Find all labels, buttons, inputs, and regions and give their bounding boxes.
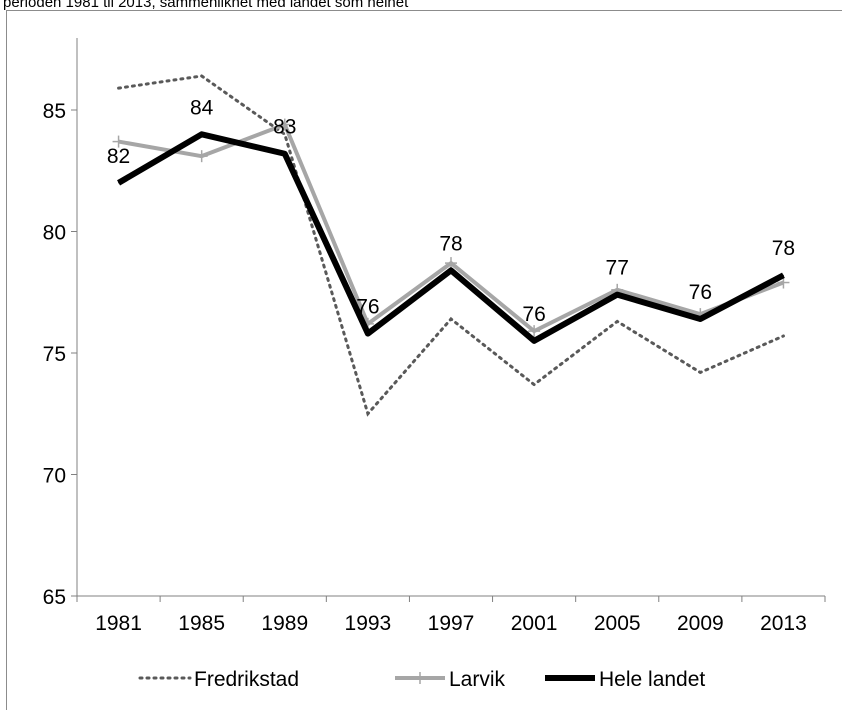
x-tick-label: 2005	[594, 612, 641, 635]
data-label: 78	[439, 232, 462, 255]
data-point-fredrikstad	[450, 318, 452, 320]
y-tick-label: 65	[43, 586, 66, 609]
x-tick-label: 1985	[178, 612, 225, 635]
x-tick-label: 2013	[760, 612, 807, 635]
chart-title: perioden 1981 til 2013, sammenliknet med…	[3, 0, 409, 11]
data-labels: 82 84 83 76 78 76 77 76 78	[107, 96, 795, 326]
data-point-larvik	[445, 257, 457, 270]
data-point-fredrikstad	[533, 384, 535, 386]
data-point-fredrikstad	[118, 87, 120, 89]
data-point-hele-landet	[782, 274, 784, 276]
data-label: 78	[772, 237, 795, 260]
data-label: 84	[190, 96, 214, 119]
data-point-hele-landet	[699, 318, 701, 320]
data-point-larvik	[528, 325, 541, 338]
x-tick-label: 2001	[511, 612, 558, 635]
chart-frame	[6, 10, 842, 710]
data-point-larvik	[278, 118, 291, 131]
y-tick-label: 80	[43, 222, 66, 245]
data-point-larvik	[112, 135, 125, 148]
data-point-fredrikstad	[367, 413, 369, 415]
y-tick-label: 85	[43, 100, 66, 123]
x-tick-label: 2009	[677, 612, 724, 635]
data-label: 76	[689, 281, 712, 304]
data-point-hele-landet	[367, 333, 369, 335]
x-tick-label: 1997	[428, 612, 475, 635]
y-tick-label: 75	[43, 343, 66, 366]
axes: 65 70 75 80 85 1981 1985 1989 1993 1997 2001 2005 20…	[43, 38, 826, 635]
data-point-fredrikstad	[616, 320, 618, 322]
x-tick-label: 1993	[345, 612, 392, 635]
data-point-larvik	[195, 150, 208, 163]
data-point-hele-landet	[284, 153, 286, 155]
data-label: 77	[606, 257, 629, 280]
y-tick-label: 70	[43, 465, 66, 488]
data-point-fredrikstad	[284, 133, 286, 135]
data-label: 76	[356, 296, 379, 319]
x-tick-label: 1981	[95, 612, 142, 635]
x-tick-label: 1989	[261, 612, 308, 635]
series-line-larvik	[118, 122, 785, 334]
data-point-hele-landet	[118, 182, 120, 184]
data-label: 76	[522, 303, 545, 326]
data-point-fredrikstad	[699, 371, 701, 373]
data-point-fredrikstad	[201, 75, 203, 77]
legend-label-larvik: Larvik	[449, 668, 506, 691]
data-point-hele-landet	[533, 340, 535, 342]
legend-label-fredrikstad: Fredrikstad	[194, 668, 299, 691]
data-point-hele-landet	[450, 269, 452, 271]
data-point-hele-landet	[616, 294, 618, 296]
legend-label-hele-landet: Hele landet	[599, 668, 705, 691]
data-point-fredrikstad	[782, 335, 784, 337]
data-point-hele-landet	[201, 133, 203, 135]
data-label: 82	[107, 145, 130, 168]
series-layer	[112, 74, 790, 417]
data-label: 83	[273, 116, 296, 139]
legend: Fredrikstad Larvik Hele landet	[138, 668, 705, 691]
